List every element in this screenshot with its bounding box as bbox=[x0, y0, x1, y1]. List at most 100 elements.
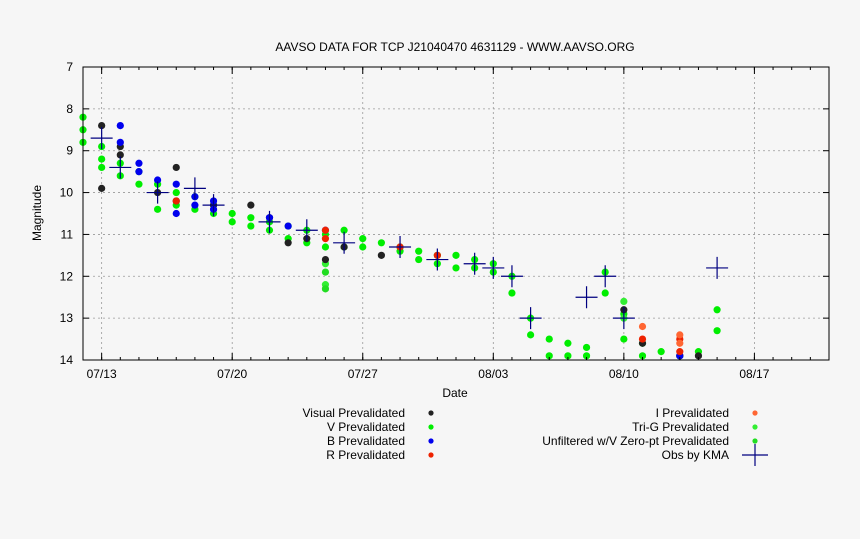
data-point-cross bbox=[500, 265, 523, 288]
data-point-cross bbox=[295, 219, 318, 242]
data-point bbox=[638, 322, 647, 331]
data-point bbox=[564, 339, 572, 347]
data-point bbox=[359, 235, 367, 243]
data-point bbox=[116, 122, 124, 130]
data-point bbox=[676, 331, 684, 339]
legend-marker bbox=[428, 452, 434, 458]
data-point bbox=[228, 209, 236, 218]
data-point-cross bbox=[706, 256, 729, 279]
data-point-cross bbox=[146, 181, 169, 204]
data-point bbox=[284, 239, 292, 247]
data-point bbox=[228, 218, 236, 226]
data-points bbox=[79, 113, 729, 360]
data-point bbox=[172, 188, 180, 197]
x-tick-label: 08/10 bbox=[609, 367, 639, 381]
data-point bbox=[713, 327, 721, 335]
data-point-cross bbox=[519, 307, 542, 330]
data-point bbox=[676, 348, 684, 356]
data-point bbox=[713, 306, 721, 314]
data-point bbox=[247, 201, 255, 209]
data-point bbox=[582, 352, 591, 360]
data-point-cross bbox=[389, 235, 412, 258]
data-point bbox=[694, 352, 703, 360]
data-point bbox=[527, 331, 535, 339]
legend-label: Visual Prevalidated bbox=[302, 406, 405, 420]
data-point bbox=[247, 222, 255, 230]
y-tick-label: 13 bbox=[60, 311, 74, 325]
data-point bbox=[620, 297, 628, 305]
axis-ticks: 7 8 9 10 11 12 13 14 07/13 07/20 07/27 08/03 08/10 08… bbox=[60, 60, 830, 381]
data-point-cross bbox=[183, 177, 206, 200]
y-tick-label: 12 bbox=[60, 269, 74, 283]
data-point bbox=[172, 197, 180, 205]
data-point bbox=[98, 184, 106, 192]
y-tick-label: 7 bbox=[66, 60, 73, 74]
data-point bbox=[321, 255, 330, 264]
data-point-cross bbox=[109, 156, 132, 179]
legend-label: I Prevalidated bbox=[656, 406, 729, 420]
data-point-cross bbox=[482, 256, 505, 279]
legend-marker-cross bbox=[742, 444, 768, 466]
data-point bbox=[452, 251, 460, 259]
data-point bbox=[98, 122, 106, 130]
data-point bbox=[340, 226, 348, 234]
y-tick-label: 9 bbox=[66, 144, 73, 158]
x-tick-label: 07/13 bbox=[87, 367, 117, 381]
legend-label: Obs by KMA bbox=[662, 448, 729, 462]
y-tick-label: 11 bbox=[61, 227, 74, 241]
chart-title: AAVSO DATA FOR TCP J21040470 4631129 - W… bbox=[275, 40, 634, 54]
legend-label: V Prevalidated bbox=[327, 420, 405, 434]
data-point bbox=[601, 289, 609, 297]
data-point bbox=[377, 251, 385, 259]
y-axis-label: Magnitude bbox=[30, 185, 44, 241]
data-point bbox=[135, 159, 143, 167]
data-point bbox=[508, 289, 516, 297]
data-point bbox=[676, 339, 684, 347]
data-point bbox=[247, 214, 255, 222]
data-point bbox=[452, 264, 460, 272]
legend-marker bbox=[752, 438, 758, 444]
data-point-cross bbox=[612, 307, 635, 330]
y-tick-label: 14 bbox=[60, 353, 74, 367]
data-point bbox=[620, 335, 628, 343]
data-point bbox=[135, 180, 143, 188]
data-point-cross bbox=[90, 127, 113, 150]
data-point bbox=[638, 352, 647, 360]
data-point bbox=[116, 138, 124, 146]
y-tick-label: 10 bbox=[60, 186, 74, 200]
data-point-cross bbox=[202, 194, 225, 217]
data-point bbox=[98, 155, 106, 163]
x-tick-label: 08/17 bbox=[739, 367, 769, 381]
legend-marker bbox=[428, 438, 434, 444]
data-point bbox=[564, 352, 572, 360]
data-point bbox=[191, 201, 199, 209]
data-point bbox=[98, 163, 106, 172]
data-point bbox=[284, 222, 292, 230]
data-point bbox=[377, 239, 385, 247]
data-point bbox=[359, 243, 367, 251]
data-point bbox=[582, 343, 591, 352]
legend-marker bbox=[428, 410, 434, 416]
x-tick-label: 07/20 bbox=[217, 367, 247, 381]
legend-label: Unfiltered w/V Zero-pt Prevalidated bbox=[542, 434, 729, 448]
data-point bbox=[657, 348, 665, 356]
data-point-cross bbox=[594, 265, 617, 288]
data-point bbox=[415, 255, 423, 264]
data-point bbox=[154, 176, 162, 184]
data-point-cross bbox=[575, 286, 598, 309]
data-point bbox=[415, 247, 423, 255]
data-point bbox=[321, 285, 330, 293]
data-point bbox=[116, 151, 124, 159]
data-point bbox=[321, 268, 330, 276]
data-point bbox=[135, 168, 143, 176]
legend-marker bbox=[752, 424, 758, 430]
legend-label: Tri-G Prevalidated bbox=[632, 420, 729, 434]
x-tick-label: 08/03 bbox=[478, 367, 508, 381]
data-point-cross bbox=[333, 231, 356, 254]
data-point bbox=[172, 163, 180, 172]
data-point bbox=[154, 205, 162, 213]
data-point bbox=[545, 335, 553, 343]
